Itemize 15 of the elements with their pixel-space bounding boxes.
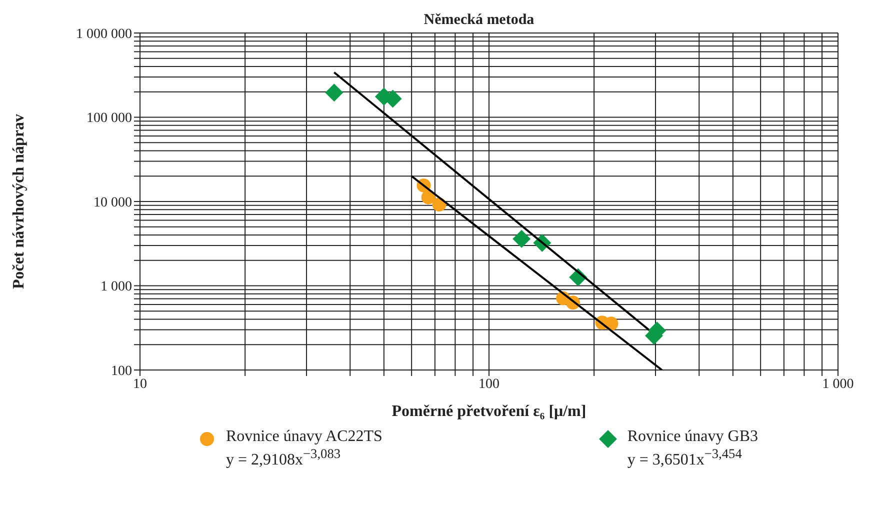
text: y = 2,9108x$^{−3,083}$	[226, 446, 342, 470]
y-axis-title: Počet návrhových náprav	[10, 114, 28, 290]
x-tick-label: 10	[133, 376, 147, 392]
y-tick-label: 1 000	[100, 280, 132, 295]
chart-title: Německá metoda	[424, 12, 535, 28]
legend-label: Rovnice únavy GB3	[627, 428, 758, 446]
y-tick-label: 10 000	[94, 195, 132, 210]
y-tick-label: 100	[111, 364, 132, 379]
y-tick-label: 100 000	[86, 111, 132, 126]
x-tick-label: 1 000	[822, 376, 854, 392]
x-tick-label: 100	[478, 376, 500, 392]
x-axis-title: Poměrné přetvoření ε₆ [μ/m]	[392, 403, 586, 420]
legend-label: Rovnice únavy AC22TS	[226, 428, 382, 446]
text: y = 3,6501x$^{−3,454}$	[627, 446, 743, 470]
y-tick-label: 1 000 000	[76, 26, 132, 42]
